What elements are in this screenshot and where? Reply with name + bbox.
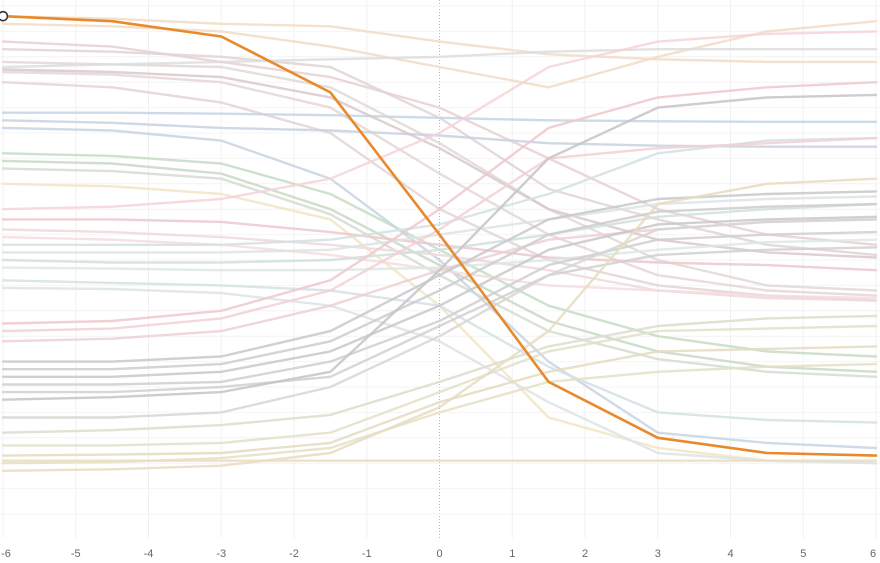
x-tick-label: 2 xyxy=(582,548,588,560)
series-line xyxy=(1,81,878,325)
series-line xyxy=(1,218,878,272)
series-line xyxy=(1,345,878,457)
series-line xyxy=(1,218,878,419)
x-tick-label: -5 xyxy=(71,548,81,560)
x-tick-label: -6 xyxy=(1,548,11,560)
x-tick-label: 5 xyxy=(800,548,806,560)
series-line xyxy=(1,40,878,246)
x-tick-label: -2 xyxy=(289,548,299,560)
series-line xyxy=(1,126,878,450)
series-line xyxy=(1,15,878,64)
highlighted-series xyxy=(0,10,878,457)
series-line xyxy=(1,215,878,378)
series-line xyxy=(1,30,878,211)
x-tick-label: -3 xyxy=(216,548,226,560)
x-axis-ticks: -6 -5 -4 -3 -2 -1 0 1 2 3 4 5 6 xyxy=(1,548,876,560)
highlighted-series-start-marker xyxy=(0,10,9,22)
series-line xyxy=(1,119,878,148)
x-tick-label: 6 xyxy=(870,548,876,560)
x-tick-label: 0 xyxy=(436,548,442,560)
series-line xyxy=(1,20,878,89)
x-tick-label: -4 xyxy=(144,548,154,560)
series-line xyxy=(1,93,878,401)
x-tick-label: 4 xyxy=(727,548,733,560)
series-line xyxy=(1,230,878,386)
series-line xyxy=(1,70,878,297)
x-tick-label: 1 xyxy=(509,548,515,560)
series-line xyxy=(1,286,878,465)
x-tick-label: -1 xyxy=(362,548,372,560)
series-line xyxy=(1,202,878,264)
series-line xyxy=(1,60,878,292)
series-line xyxy=(1,48,878,69)
series-line xyxy=(1,324,878,447)
series-line xyxy=(1,202,878,371)
background-series xyxy=(1,15,878,472)
series-line xyxy=(1,136,878,333)
highlighted-series-line xyxy=(1,14,878,457)
series-line xyxy=(1,68,878,259)
series-line xyxy=(1,111,878,123)
series-line xyxy=(1,190,878,363)
series-line xyxy=(1,246,878,394)
series-line xyxy=(1,228,878,302)
series-line xyxy=(1,177,878,472)
x-tick-label: 3 xyxy=(655,548,661,560)
series-line xyxy=(1,238,878,272)
series-line xyxy=(1,314,878,434)
series-line xyxy=(1,159,878,373)
